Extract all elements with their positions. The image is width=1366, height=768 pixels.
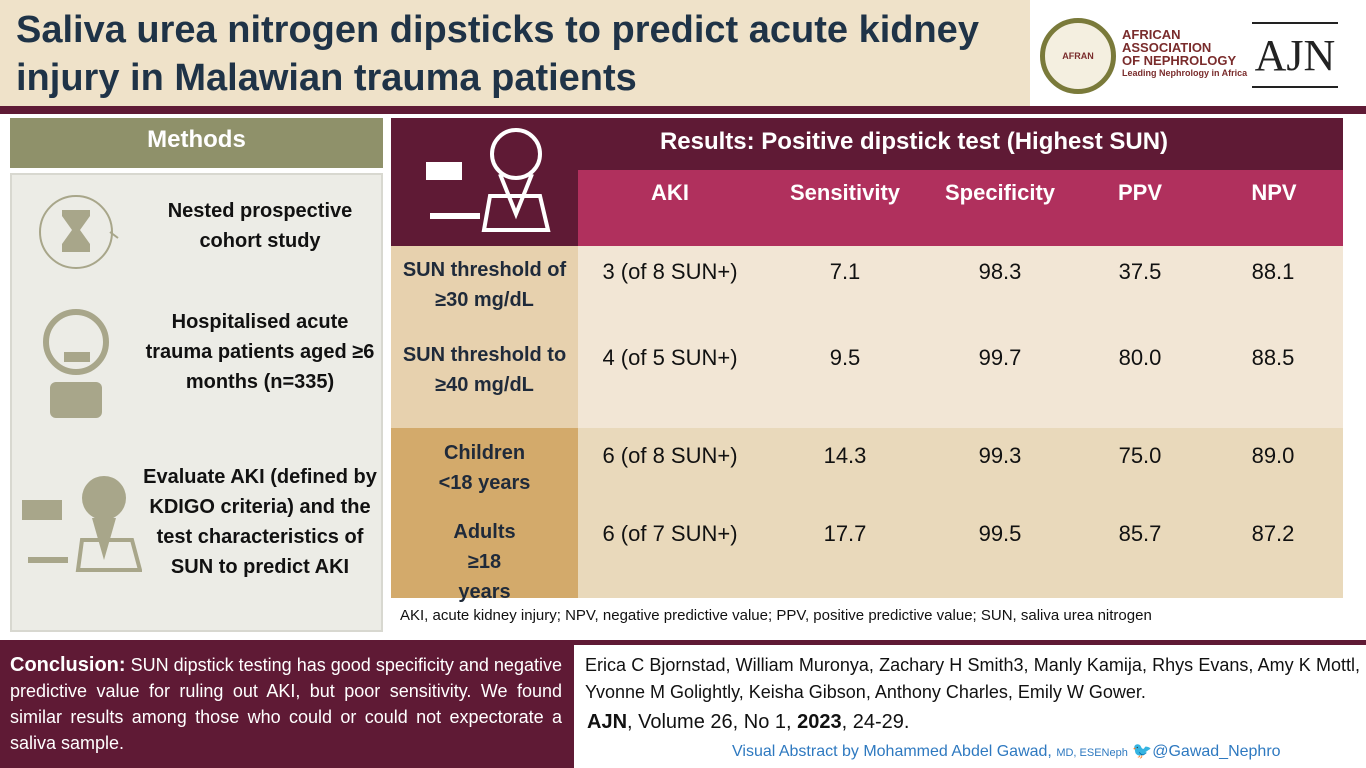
row-group-bg <box>578 246 1343 428</box>
afran-logo: AFRAN <box>1040 18 1116 94</box>
row-group-bg <box>578 428 1343 598</box>
results-column-header-row <box>578 170 1343 246</box>
cell-npv: 89.0 <box>1251 443 1295 468</box>
column-header-ppv: PPV <box>1117 180 1163 205</box>
citation-box <box>574 645 1366 768</box>
cell-ppv: 75.0 <box>1118 443 1162 468</box>
cell-npv: 88.1 <box>1251 259 1295 284</box>
page-title: Saliva urea nitrogen dipsticks to predic… <box>16 9 979 99</box>
hourglass-icon <box>39 195 119 269</box>
twitter-handle[interactable]: @Gawad_Nephro <box>1152 743 1281 760</box>
cell-aki: 4 (of 5 SUN+) <box>602 345 738 370</box>
footnote: AKI, acute kidney injury; NPV, negative … <box>400 607 1152 624</box>
cell-npv: 87.2 <box>1251 521 1295 546</box>
cell-npv: 88.5 <box>1251 345 1295 370</box>
patient-icon <box>43 309 109 418</box>
column-header-specificity: Specificity <box>944 180 1056 205</box>
cell-ppv: 37.5 <box>1118 259 1162 284</box>
cell-aki: 6 (of 8 SUN+) <box>602 443 738 468</box>
cell-sensitivity: 7.1 <box>829 259 861 284</box>
cell-aki: 6 (of 7 SUN+) <box>602 521 738 546</box>
cell-specificity: 99.3 <box>978 443 1022 468</box>
method-text: Evaluate AKI (defined by KDIGO criteria)… <box>143 466 377 578</box>
method-text: Hospitalised acute trauma patients aged … <box>145 311 375 393</box>
afran-name: AFRICAN ASSOCIATION OF NEPHROLOGY <box>1122 28 1236 67</box>
saliva-dipstick-icon <box>22 476 142 572</box>
twitter-icon: 🐦 <box>1132 743 1153 760</box>
cell-ppv: 85.7 <box>1118 521 1162 546</box>
journal-pages: , 24-29. <box>841 711 910 733</box>
row-label: SUN threshold to ≥40 mg/dL <box>402 344 567 396</box>
cell-ppv: 80.0 <box>1118 345 1162 370</box>
row-label: Adults ≥18 years <box>453 521 516 603</box>
row-label: SUN threshold of ≥30 mg/dL <box>402 259 567 311</box>
methods-heading: Methods <box>10 118 383 168</box>
row-group-label-bg <box>391 428 578 598</box>
ajn-logo: AJN <box>1252 22 1338 88</box>
conclusion-label: Conclusion: <box>10 654 126 676</box>
column-header-aki: AKI <box>651 180 689 205</box>
journal-year: 2023 <box>797 711 842 733</box>
afran-name-line: AFRICAN <box>1122 27 1181 42</box>
column-header-npv: NPV <box>1251 180 1297 205</box>
results-heading: Results: Positive dipstick test (Highest… <box>659 128 1169 155</box>
afran-name-line: ASSOCIATION <box>1122 40 1212 55</box>
credit-degrees: MD, ESENeph <box>1056 747 1128 759</box>
column-header-sensitivity: Sensitivity <box>789 180 901 205</box>
cell-sensitivity: 17.7 <box>823 521 867 546</box>
journal-volume: , Volume 26, No 1, <box>627 711 798 733</box>
cell-specificity: 99.5 <box>978 521 1022 546</box>
divider <box>0 106 1366 114</box>
cell-sensitivity: 14.3 <box>823 443 867 468</box>
afran-tagline: Leading Nephrology in Africa <box>1122 68 1248 78</box>
row-group-label-bg <box>391 246 578 428</box>
afran-seal-text: AFRAN <box>1062 51 1094 61</box>
authors: Erica C Bjornstad, William Muronya, Zach… <box>585 655 1360 702</box>
credit-text: Visual Abstract by Mohammed Abdel Gawad, <box>732 743 1052 760</box>
credit: Visual Abstract by Mohammed Abdel Gawad,… <box>732 741 1281 761</box>
cell-aki: 3 (of 8 SUN+) <box>602 259 738 284</box>
cell-specificity: 98.3 <box>978 259 1022 284</box>
afran-name-line: OF NEPHROLOGY <box>1122 53 1237 68</box>
saliva-dipstick-icon <box>426 128 551 232</box>
conclusion: Conclusion: SUN dipstick testing has goo… <box>10 652 562 756</box>
journal-name: AJN <box>587 711 628 733</box>
conclusion-text: SUN dipstick testing has good specificit… <box>10 655 562 753</box>
journal-citation: AJN, Volume 26, No 1, 2023, 24-29. <box>587 711 909 734</box>
cell-specificity: 99.7 <box>978 345 1022 370</box>
cell-sensitivity: 9.5 <box>829 345 861 370</box>
method-text: Nested prospective cohort study <box>167 200 353 252</box>
row-label: Children <18 years <box>438 442 531 494</box>
